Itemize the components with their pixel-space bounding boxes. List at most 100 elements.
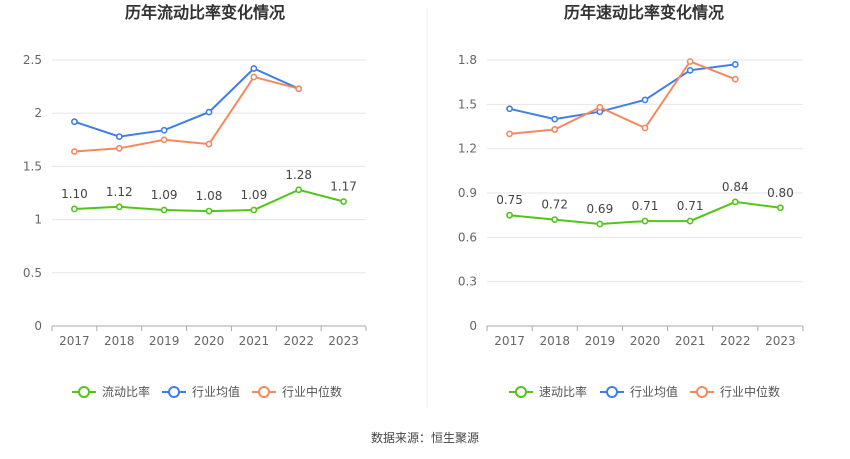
y-tick-label: 1.8: [458, 53, 477, 67]
data-point: [205, 207, 213, 215]
data-label: 0.69: [586, 202, 613, 216]
data-point: [596, 103, 604, 111]
data-point: [160, 136, 168, 144]
data-label: 0.71: [677, 199, 704, 213]
data-point: [731, 61, 739, 68]
legend-item-3: 行业中位数: [252, 384, 342, 399]
series-line-3: [509, 60, 736, 135]
data-point: [71, 205, 78, 213]
series-line-2: [74, 67, 300, 138]
data-point: [250, 65, 258, 72]
data-point: [596, 220, 604, 228]
legend-marker: [515, 386, 527, 398]
y-tick-label: 0.3: [458, 275, 477, 289]
data-label: 1.10: [61, 187, 88, 201]
y-tick-label: 0.9: [458, 186, 477, 200]
data-point: [160, 126, 168, 134]
x-tick-label: 2018: [104, 334, 135, 348]
data-label: 1.09: [151, 188, 178, 202]
data-point: [506, 130, 513, 138]
data-point: [551, 126, 559, 133]
chart-1: 历年流动比率变化情况 0 0.5 1 1.5 2 2.5 2017 2018 2019 2020 20…: [23, 3, 367, 399]
y-tick-label: 0.5: [23, 266, 42, 280]
chart-2: 历年速动比率变化情况 0 0.3 0.6 0.9 1.2 1.5 1.8 2017 2018 201…: [458, 3, 804, 399]
data-label: 0.71: [632, 199, 659, 213]
data-point: [551, 216, 559, 223]
y-tick-label: 0: [34, 319, 42, 333]
data-label: 0.80: [767, 186, 794, 200]
legend-label: 行业均值: [192, 384, 240, 399]
data-point: [295, 85, 303, 93]
y-tick-label: 1.5: [458, 97, 477, 111]
data-label: 1.08: [196, 189, 223, 203]
data-point: [115, 133, 123, 141]
x-tick-label: 2023: [328, 334, 359, 348]
data-point: [731, 198, 739, 206]
data-point: [205, 108, 213, 116]
data-point: [686, 66, 694, 74]
data-label: 0.75: [496, 193, 523, 207]
data-point: [506, 105, 513, 113]
legend-label: 行业均值: [630, 384, 678, 399]
data-point: [115, 144, 123, 152]
data-point: [115, 203, 123, 211]
legend-item-2: 行业均值: [600, 384, 678, 399]
x-tick-label: 2021: [239, 334, 270, 348]
data-point: [686, 58, 694, 65]
legend-marker: [258, 386, 270, 398]
data-point: [641, 124, 649, 132]
legend-marker: [168, 386, 180, 398]
source-text: 数据来源：恒生聚源: [371, 430, 479, 445]
chart-title: 历年流动比率变化情况: [125, 3, 285, 22]
x-tick-label: 2018: [539, 334, 570, 348]
data-label: 1.17: [330, 180, 357, 194]
data-label: 0.84: [722, 180, 749, 194]
x-tick-label: 2019: [149, 334, 180, 348]
data-label: 1.28: [285, 168, 312, 182]
x-tick-label: 2017: [59, 334, 90, 348]
x-tick-label: 2020: [194, 334, 225, 348]
data-point: [641, 217, 649, 225]
data-point: [205, 140, 213, 148]
x-tick-label: 2019: [585, 334, 616, 348]
data-point: [340, 198, 347, 205]
legend-item-1: 速动比率: [509, 384, 587, 399]
legend-item-3: 行业中位数: [690, 384, 780, 399]
series-line-2: [509, 63, 736, 121]
legend-label: 行业中位数: [282, 384, 342, 399]
x-tick-label: 2017: [494, 334, 525, 348]
data-point: [686, 217, 694, 225]
data-point: [71, 148, 78, 155]
data-point: [160, 206, 168, 214]
data-point: [506, 211, 513, 219]
data-point: [551, 115, 559, 123]
legend-label: 速动比率: [539, 384, 587, 399]
data-label: 1.12: [106, 185, 133, 199]
data-point: [71, 118, 78, 126]
legend-label: 流动比率: [102, 384, 150, 399]
data-label: 0.72: [541, 198, 568, 212]
data-point: [250, 73, 258, 81]
y-tick-label: 1.2: [458, 142, 477, 156]
y-tick-label: 2: [34, 106, 42, 120]
x-tick-label: 2022: [720, 334, 751, 348]
legend-marker: [606, 386, 618, 398]
legend-item-2: 行业均值: [162, 384, 240, 399]
x-tick-label: 2023: [765, 334, 796, 348]
y-tick-label: 0: [469, 319, 477, 333]
y-tick-label: 0.6: [458, 230, 477, 244]
legend-item-1: 流动比率: [72, 384, 150, 399]
chart-title: 历年速动比率变化情况: [564, 3, 724, 22]
x-tick-label: 2020: [630, 334, 661, 348]
data-point: [295, 186, 303, 194]
y-tick-label: 1.5: [23, 159, 42, 173]
y-tick-label: 1: [34, 213, 42, 227]
legend-marker: [696, 386, 708, 398]
y-tick-label: 2.5: [23, 53, 42, 67]
data-point: [731, 75, 739, 83]
data-label: 1.09: [240, 188, 267, 202]
x-tick-label: 2021: [675, 334, 706, 348]
data-point: [250, 206, 258, 214]
data-point: [777, 204, 784, 212]
